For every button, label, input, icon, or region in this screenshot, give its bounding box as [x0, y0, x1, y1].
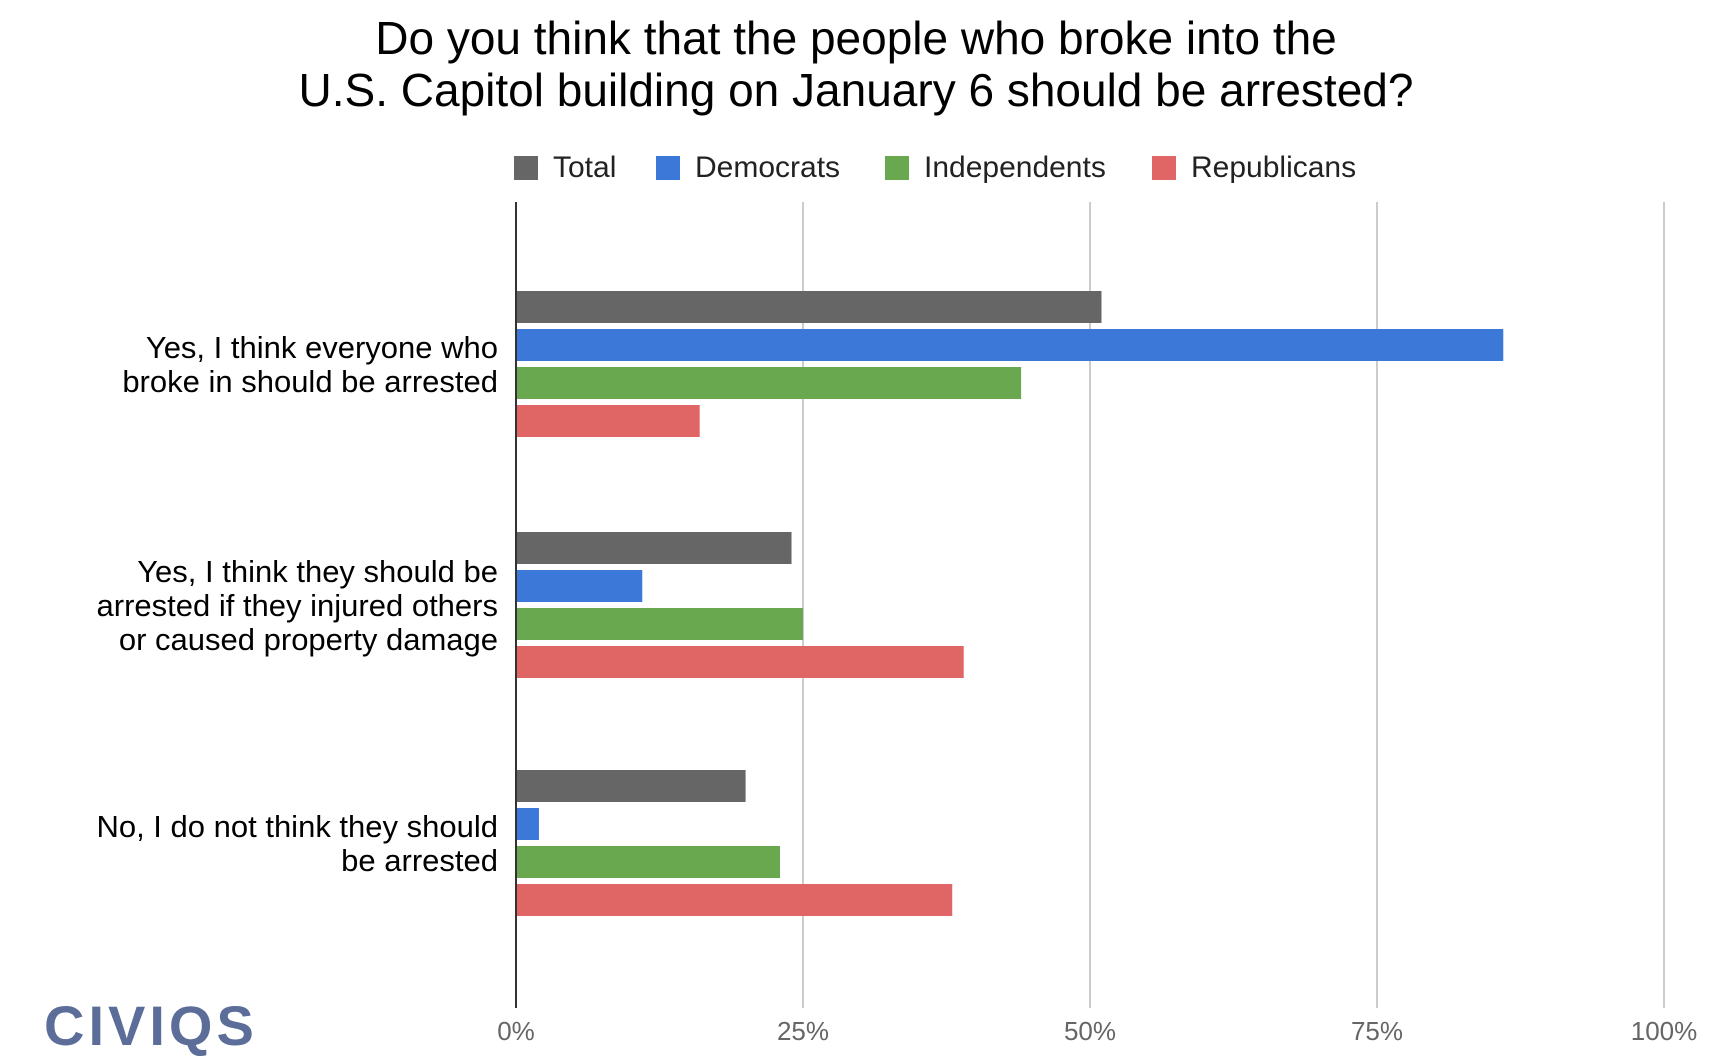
legend-swatch	[656, 156, 680, 180]
logo-text: CIVIQS	[44, 994, 258, 1057]
chart-title: Do you think that the people who broke i…	[299, 12, 1414, 116]
legend-entry: Republicans	[1191, 151, 1356, 184]
bar	[516, 367, 1022, 399]
x-tick-label: 0%	[497, 1016, 535, 1046]
bars	[515, 202, 1504, 1008]
category-label: be arrested	[341, 843, 498, 878]
bar	[516, 405, 700, 437]
civiqs-logo: CIVIQS	[44, 994, 258, 1057]
x-tick-label: 50%	[1064, 1016, 1116, 1046]
category-label: broke in should be arrested	[122, 364, 498, 399]
category-label: No, I do not think they should	[96, 809, 498, 844]
bar	[516, 291, 1102, 323]
bar	[516, 532, 792, 564]
bar	[516, 884, 953, 916]
x-tick-label: 100%	[1631, 1016, 1698, 1046]
legend-entry: Democrats	[695, 151, 840, 184]
bar	[516, 770, 746, 802]
category-label: arrested if they injured others	[97, 588, 499, 623]
legend-swatch	[1152, 156, 1176, 180]
category-label: Yes, I think everyone who	[146, 330, 498, 365]
legend-entry: Independents	[924, 151, 1106, 184]
legend-entry: Total	[553, 151, 616, 184]
bar	[516, 570, 643, 602]
x-axis-ticks: 0% 25% 50% 75% 100%	[497, 1016, 1697, 1046]
bar	[516, 329, 1504, 361]
category-label: Yes, I think they should be	[137, 554, 498, 589]
legend: Total Democrats Independents Republicans	[514, 151, 1356, 184]
x-tick-label: 25%	[777, 1016, 829, 1046]
bar	[516, 808, 539, 840]
bar	[516, 646, 964, 678]
x-tick-label: 75%	[1351, 1016, 1403, 1046]
chart-title-line: Do you think that the people who broke i…	[375, 12, 1337, 64]
chart-title-line: U.S. Capitol building on January 6 shoul…	[299, 64, 1414, 116]
bar	[516, 846, 781, 878]
category-label: or caused property damage	[119, 622, 498, 657]
bar	[516, 608, 803, 640]
legend-swatch	[885, 156, 909, 180]
legend-swatch	[514, 156, 538, 180]
